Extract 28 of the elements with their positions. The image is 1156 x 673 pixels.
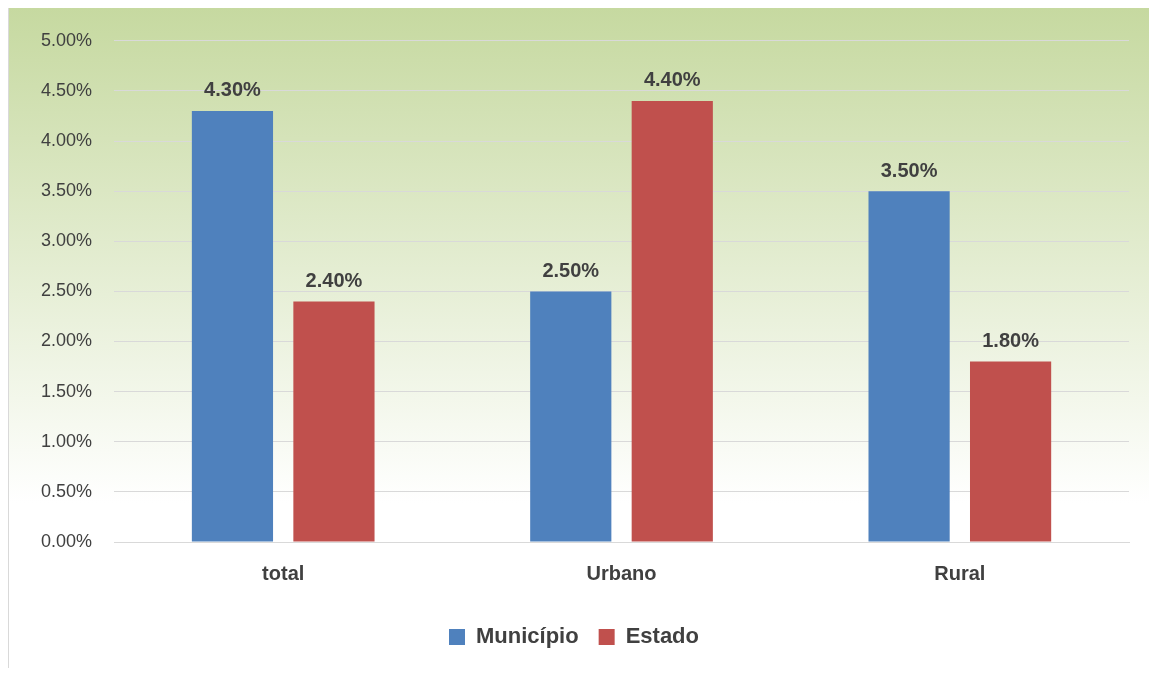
y-tick-label: 4.50% <box>40 79 93 100</box>
y-tick-label: 2.00% <box>40 330 93 351</box>
bar <box>293 301 375 542</box>
y-tick-label: 3.00% <box>40 230 93 251</box>
y-tick-label: 4.00% <box>40 130 93 151</box>
data-label: 2.40% <box>305 268 363 291</box>
data-label: 2.50% <box>542 258 600 281</box>
bar <box>530 291 612 542</box>
y-tick-label: 0.50% <box>40 480 93 501</box>
y-tick-label: 1.00% <box>40 430 93 451</box>
y-tick-label: 1.50% <box>40 380 93 401</box>
bar <box>191 110 274 542</box>
y-tick-label: 0.00% <box>40 530 93 551</box>
x-tick-label: total <box>262 561 305 584</box>
data-label: 1.80% <box>982 329 1040 352</box>
legend-label: Município <box>476 623 579 649</box>
x-tick-label: Urbano <box>586 561 657 584</box>
data-label: 4.30% <box>204 78 262 101</box>
bar <box>969 361 1052 542</box>
y-tick-label: 3.50% <box>40 180 93 201</box>
y-tick-label: 2.50% <box>40 280 93 301</box>
bar <box>631 100 713 542</box>
bar <box>868 191 950 542</box>
x-tick-label: Rural <box>934 561 986 584</box>
y-tick-label: 5.00% <box>40 29 93 50</box>
legend-label: Estado <box>625 623 700 649</box>
data-label: 4.40% <box>643 68 701 91</box>
data-label: 3.50% <box>880 158 938 181</box>
